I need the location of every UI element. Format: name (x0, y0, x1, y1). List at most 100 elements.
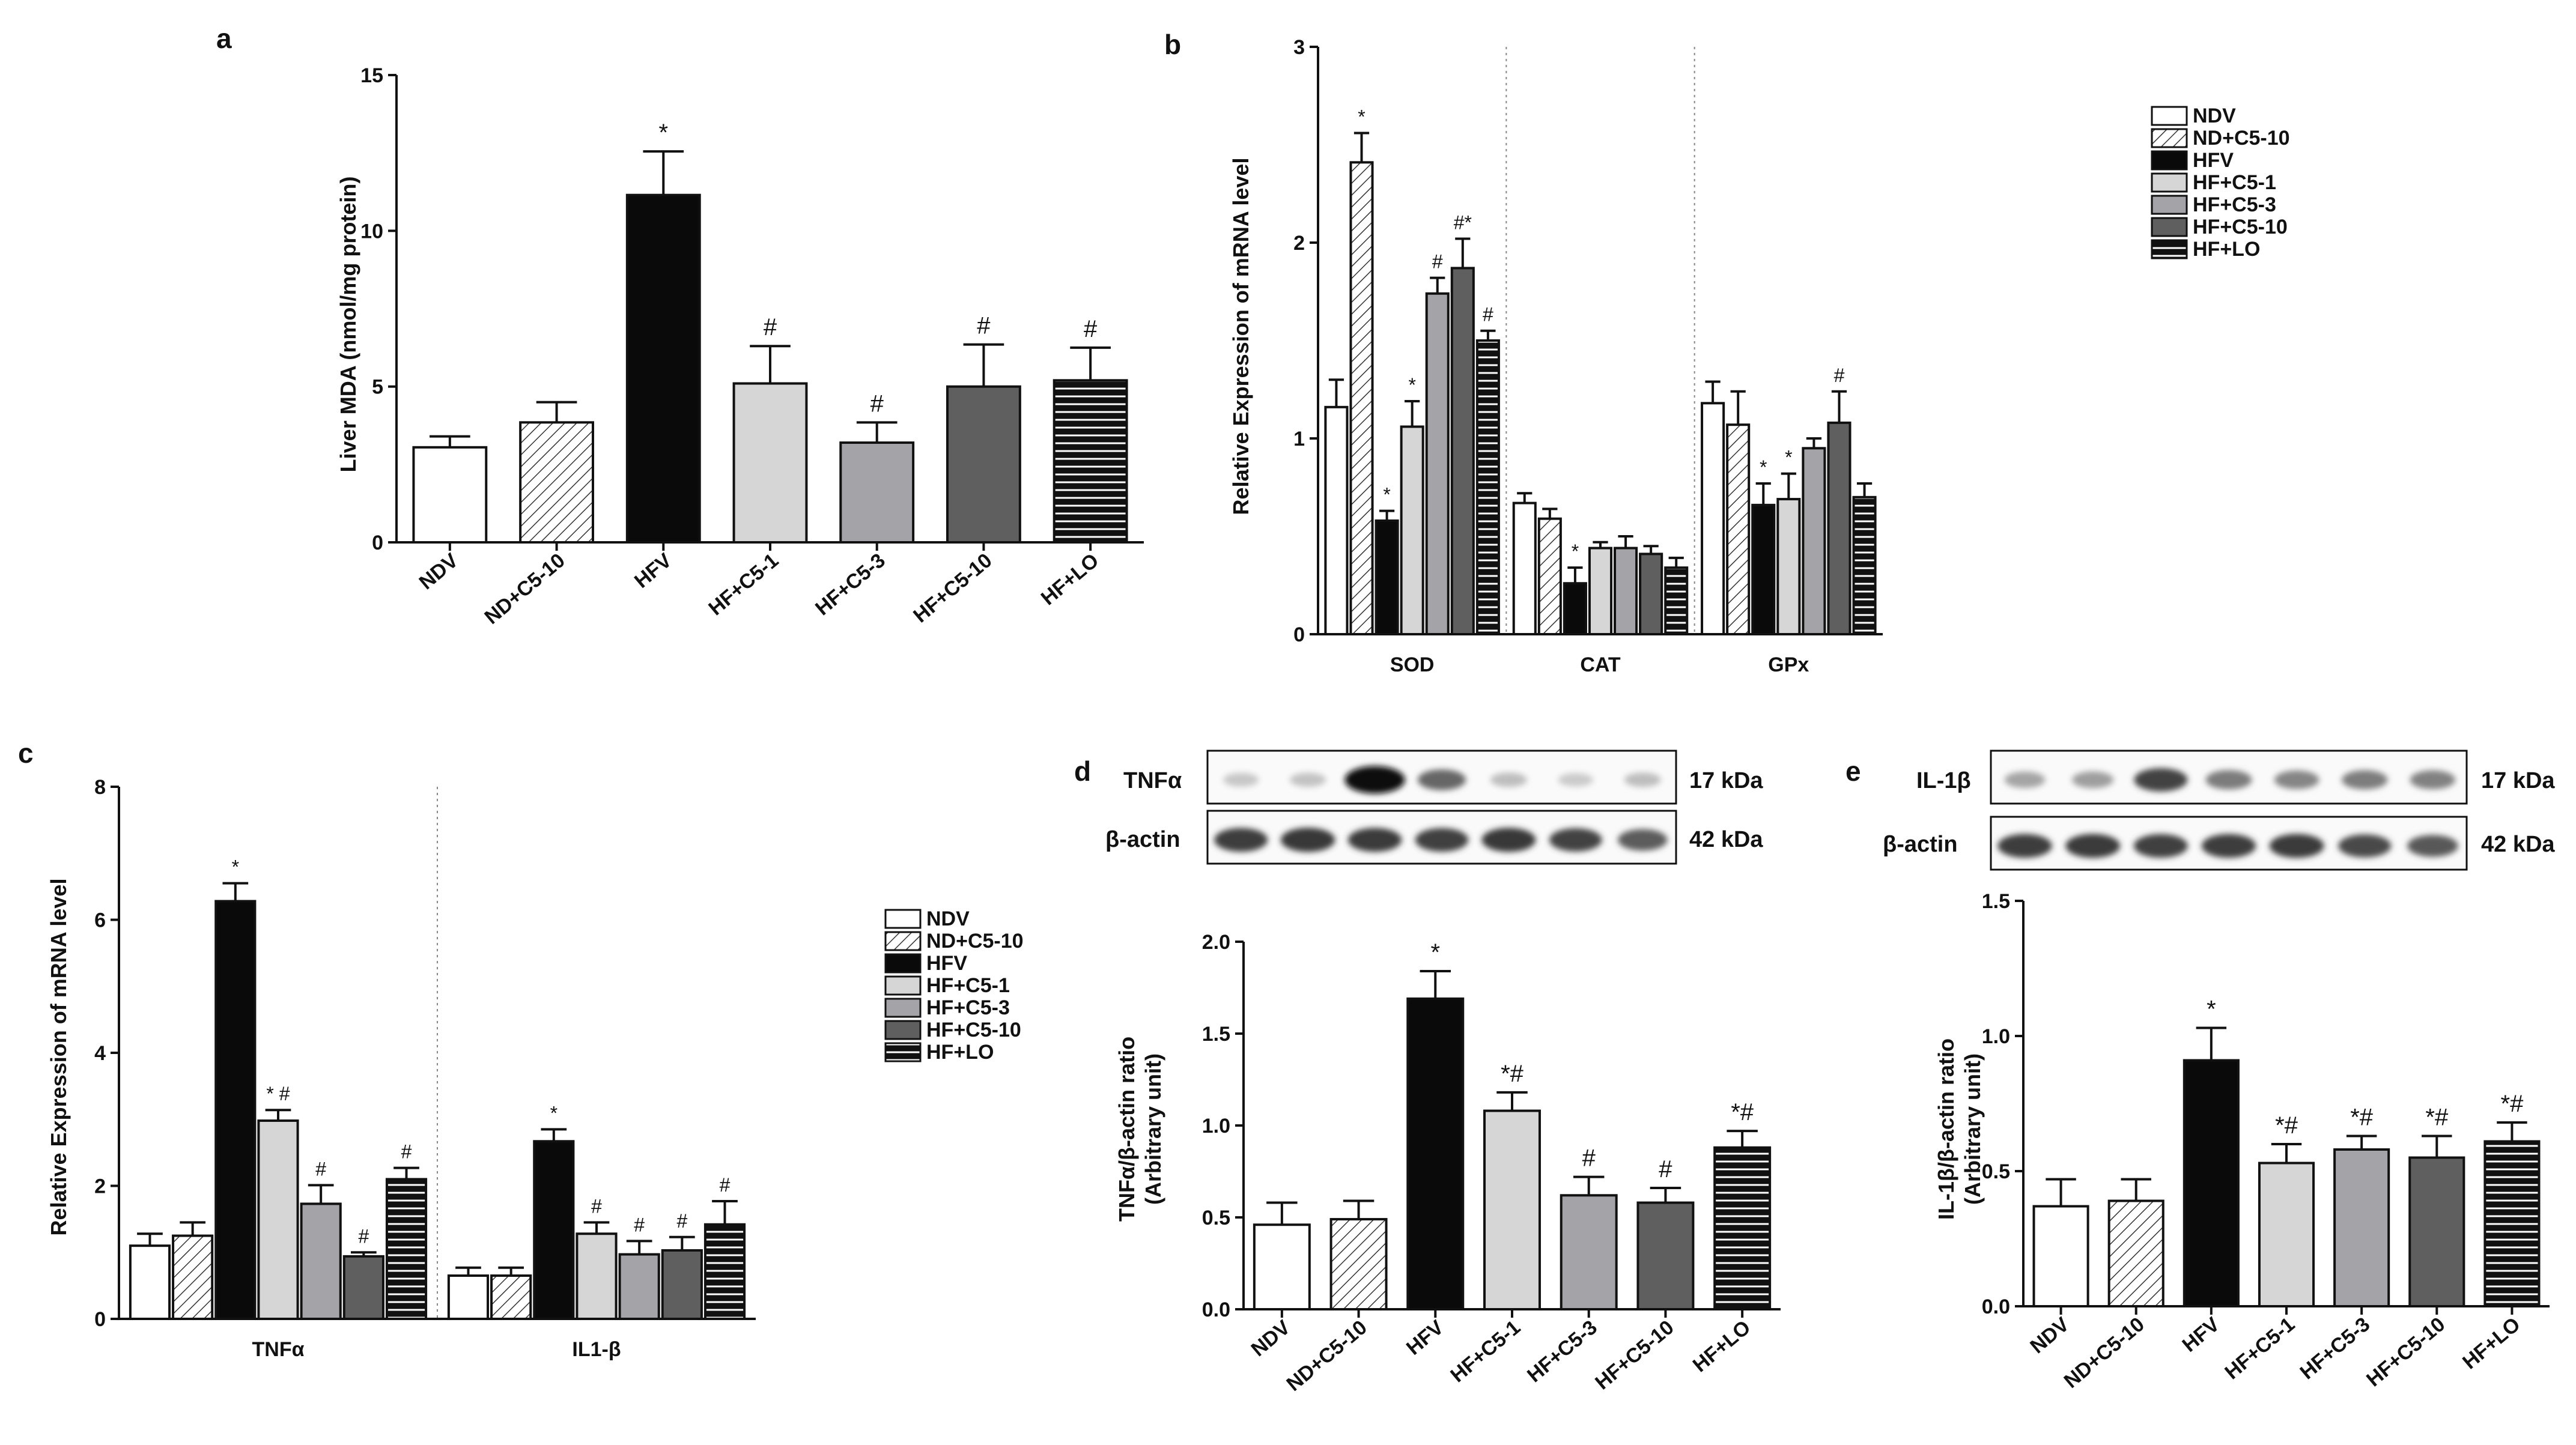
ylabel-a: Liver MDA (nmol/mg protein) (336, 177, 360, 473)
bar-b-1-0 (1512, 501, 1537, 636)
blot-d-size-42: 42 kDa (1689, 827, 1763, 852)
bar-e-2 (2183, 1059, 2240, 1307)
bar-a-5 (946, 385, 1021, 544)
legend-swatch-c-2 (884, 953, 922, 974)
group-label-c-0: TNFα (252, 1338, 305, 1361)
category-label-a-6: HF+LO (1037, 549, 1104, 610)
bar-b-0-0 (1324, 405, 1349, 636)
annotation-c-0-3: * # (266, 1083, 290, 1104)
bar-b-0-2 (1375, 519, 1399, 635)
annotation-c-1-6: # (720, 1174, 731, 1196)
bar-b-0-3 (1400, 425, 1424, 635)
bar-b-1-2 (1563, 582, 1587, 635)
y-tick-label-e-3: 1.5 (1982, 890, 2010, 913)
group-label-b-0: SOD (1390, 653, 1435, 676)
y-tick-label-c-1: 2 (94, 1175, 106, 1198)
bar-a-4 (839, 441, 915, 544)
y-tick-label-e-2: 1.0 (1982, 1025, 2010, 1048)
legend-label-b-4: HF+C5-3 (2193, 193, 2276, 216)
bar-b-0-6 (1475, 339, 1500, 635)
annotation-a-4: # (870, 390, 884, 417)
category-label-d-3: HF+C5-1 (1446, 1316, 1525, 1387)
y-tick-label-a-3: 15 (360, 64, 383, 87)
bar-c-1-0 (447, 1274, 490, 1320)
annotation-e-2: * (2207, 996, 2216, 1023)
blot-band-e-il1-2 (2134, 768, 2188, 792)
bar-a-1 (519, 421, 594, 544)
blot-band-d-tnf-6 (1624, 772, 1661, 787)
annotation-c-0-6: # (401, 1141, 412, 1163)
annotation-d-2: * (1430, 939, 1440, 966)
blot-d-size-17: 17 kDa (1689, 768, 1763, 793)
annotation-c-1-3: # (591, 1195, 602, 1217)
annotation-d-5: # (1659, 1156, 1672, 1183)
category-label-a-2: HFV (630, 549, 676, 593)
blot-band-e-il1-6 (2410, 770, 2456, 790)
legend-label-b-6: HF+LO (2193, 238, 2260, 261)
blot-band-d-actin-0 (1214, 828, 1268, 852)
blot-band-e-il1-1 (2072, 771, 2114, 789)
bar-b-2-6 (1852, 495, 1877, 635)
bar-c-0-4 (300, 1202, 342, 1320)
blot-d-label-actin: β-actin (1105, 827, 1180, 852)
panel-label-c: c (18, 738, 34, 769)
annotation-d-4: # (1582, 1145, 1596, 1172)
blot-band-d-tnf-3 (1417, 769, 1466, 790)
annotation-a-6: # (1084, 316, 1098, 342)
blot-e-label-il1: IL-1β (1916, 768, 1971, 793)
legend-swatch-b-2 (2151, 150, 2188, 171)
ylabel-b: Relative Expression of mRNA level (1229, 158, 1253, 515)
legend-label-b-3: HF+C5-1 (2193, 171, 2276, 194)
bar-c-0-2 (214, 900, 257, 1320)
bar-d-5 (1636, 1201, 1695, 1311)
bar-d-3 (1483, 1109, 1541, 1311)
blot-band-d-actin-3 (1415, 828, 1469, 852)
y-tick-label-d-3: 1.5 (1202, 1023, 1230, 1046)
category-label-e-3: HF+C5-1 (2220, 1313, 2299, 1384)
blot-e-size-17: 17 kDa (2481, 768, 2555, 793)
category-label-a-1: ND+C5-10 (481, 549, 570, 629)
y-tick-label-c-0: 0 (94, 1308, 106, 1331)
legend-swatch-c-1 (884, 931, 922, 951)
y-tick-label-b-2: 2 (1293, 232, 1305, 255)
legend-swatch-c-6 (884, 1042, 922, 1062)
bar-d-2 (1406, 997, 1465, 1310)
category-label-e-6: HF+LO (2458, 1313, 2525, 1374)
legend-label-c-2: HFV (926, 952, 967, 975)
bar-c-0-1 (172, 1234, 214, 1320)
bar-c-0-5 (342, 1255, 384, 1321)
y-tick-label-a-1: 5 (372, 376, 383, 399)
bar-c-0-3 (257, 1119, 299, 1320)
annotation-c-0-2: * (232, 856, 239, 878)
category-label-d-2: HFV (1402, 1316, 1448, 1360)
bar-b-1-5 (1639, 553, 1663, 636)
category-label-e-2: HFV (2178, 1313, 2224, 1357)
bar-c-1-1 (490, 1274, 532, 1320)
category-label-a-3: HF+C5-1 (704, 549, 783, 620)
bar-e-3 (2258, 1162, 2315, 1307)
category-label-e-5: HF+C5-10 (2362, 1313, 2449, 1392)
blot-band-e-actin-5 (2338, 834, 2392, 858)
y-tick-label-a-2: 10 (360, 220, 383, 243)
bar-d-0 (1253, 1223, 1311, 1310)
blot-band-e-actin-6 (2407, 835, 2458, 857)
group-label-b-1: CAT (1580, 653, 1621, 676)
bar-d-1 (1329, 1218, 1388, 1311)
blot-band-d-actin-6 (1618, 829, 1668, 851)
blot-band-e-il1-5 (2342, 770, 2388, 790)
annotation-b-2-3: * (1785, 447, 1792, 468)
annotation-b-2-5: # (1834, 365, 1845, 386)
bar-a-3 (732, 382, 808, 544)
legend-label-b-0: NDV (2193, 105, 2236, 127)
blot-band-d-actin-2 (1347, 828, 1402, 852)
bar-e-6 (2483, 1140, 2541, 1307)
blot-band-d-tnf-0 (1223, 772, 1259, 787)
bar-c-1-6 (703, 1223, 746, 1320)
legend-swatch-c-4 (884, 998, 922, 1018)
blot-e-size-42: 42 kDa (2481, 832, 2555, 857)
legend-swatch-c-3 (884, 975, 922, 996)
y-tick-label-d-4: 2.0 (1202, 931, 1230, 954)
category-label-a-0: NDV (415, 549, 463, 594)
group-label-b-2: GPx (1768, 653, 1809, 676)
